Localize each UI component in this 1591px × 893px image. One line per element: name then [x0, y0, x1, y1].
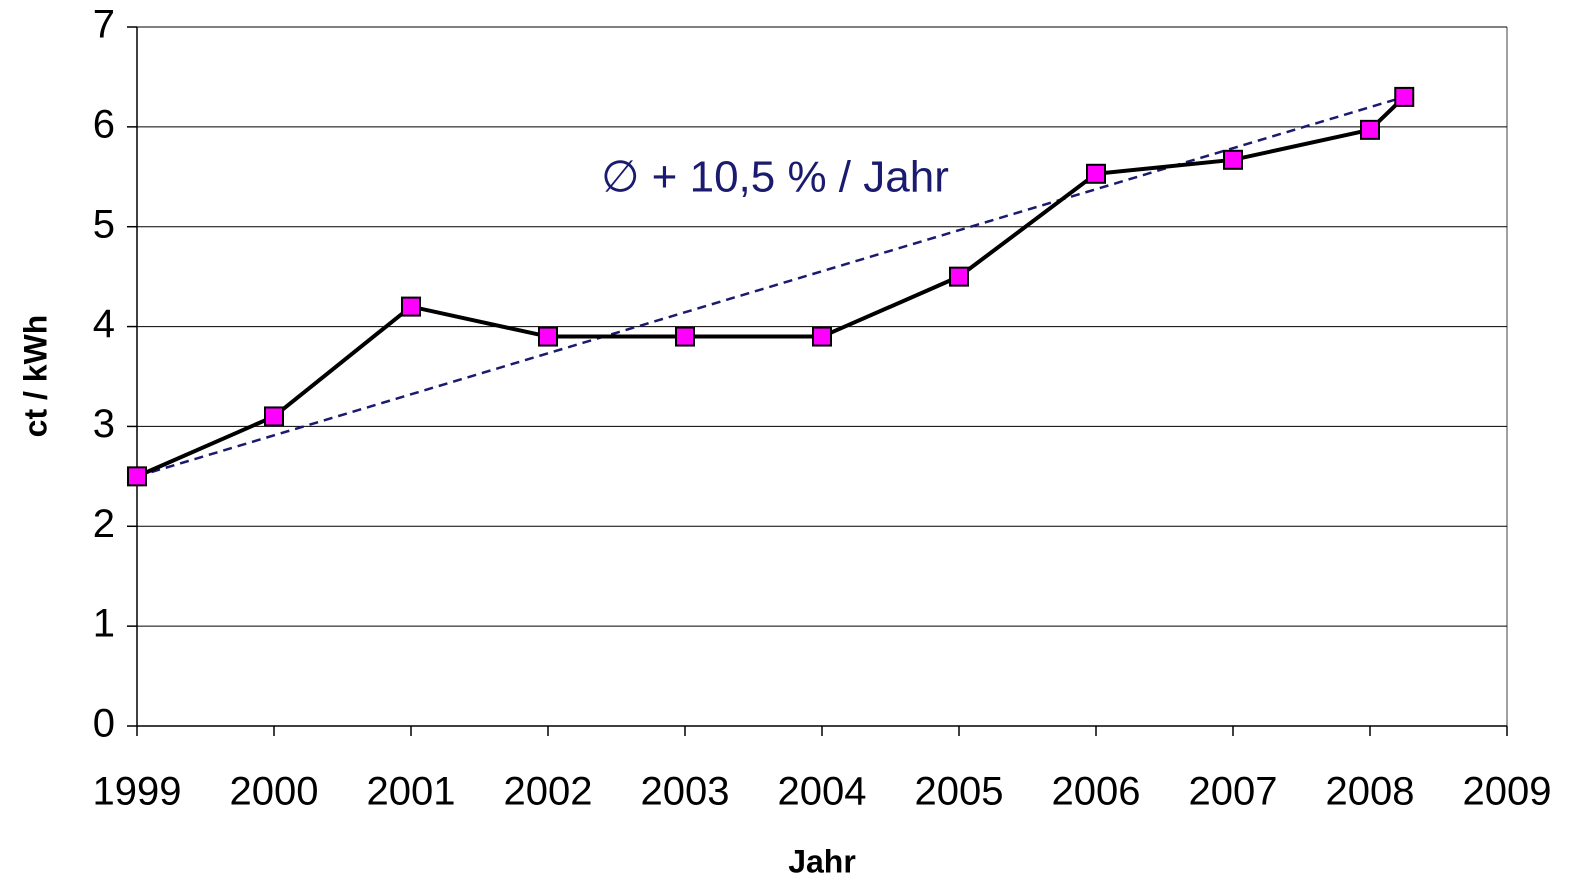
- y-tick-label: 4: [93, 302, 115, 346]
- marker: [1086, 163, 1106, 184]
- marker: [1360, 119, 1380, 140]
- x-tick-label: 2003: [641, 770, 730, 814]
- x-tick-label: 2009: [1463, 770, 1552, 814]
- marker: [401, 296, 421, 317]
- y-tick-label: 1: [93, 602, 115, 646]
- x-tick-label: 2000: [230, 770, 319, 814]
- y-tick-label: 0: [93, 702, 115, 746]
- marker: [675, 326, 695, 347]
- y-tick-label: 3: [93, 402, 115, 446]
- x-tick-label: 2002: [504, 770, 593, 814]
- x-tick-label: 2004: [778, 770, 867, 814]
- x-tick-label: 1999: [93, 770, 182, 814]
- x-tick-label: 2006: [1052, 770, 1141, 814]
- marker: [127, 466, 147, 487]
- x-tick-label: 2007: [1189, 770, 1278, 814]
- x-axis-title: Jahr: [788, 843, 856, 879]
- y-axis-title: ct / kWh: [17, 315, 53, 438]
- marker: [538, 326, 558, 347]
- trend-line: [136, 95, 1405, 478]
- marker: [1394, 86, 1415, 107]
- x-tick-label: 2008: [1326, 770, 1415, 814]
- marker: [812, 326, 832, 347]
- y-tick-label: 7: [93, 3, 115, 47]
- x-tick-label: 2005: [915, 770, 1004, 814]
- x-tick-label: 2001: [367, 770, 456, 814]
- marker: [949, 266, 969, 287]
- marker: [264, 406, 284, 427]
- marker: [1223, 149, 1243, 170]
- y-tick-label: 6: [93, 102, 115, 146]
- y-tick-label: 2: [93, 502, 115, 546]
- y-tick-label: 5: [93, 202, 115, 246]
- annotation: ∅ + 10,5 % / Jahr: [601, 153, 949, 202]
